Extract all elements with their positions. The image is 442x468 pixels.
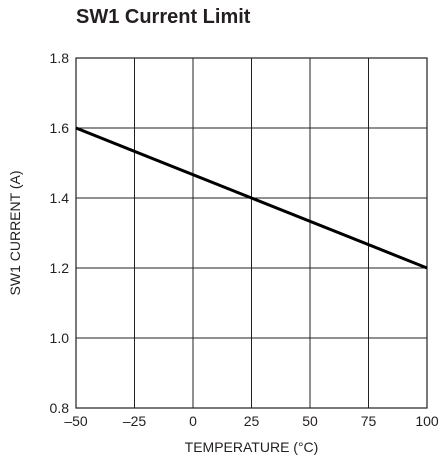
x-tick-label: 50: [302, 413, 318, 429]
chart-title: SW1 Current Limit: [76, 6, 251, 28]
y-tick-label: 1.8: [50, 50, 70, 66]
y-tick-labels: 0.8 1.0 1.2 1.4 1.6 1.8: [50, 50, 70, 416]
y-tick-label: 1.4: [50, 190, 70, 206]
x-tick-label: 0: [189, 413, 197, 429]
y-tick-label: 1.0: [50, 330, 70, 346]
x-tick-label: –25: [123, 413, 147, 429]
x-tick-label: 100: [415, 413, 439, 429]
x-tick-label: –50: [64, 413, 88, 429]
grid: [75, 57, 428, 409]
y-axis-label: SW1 CURRENT (A): [7, 171, 23, 296]
x-tick-label: 25: [244, 413, 260, 429]
y-tick-label: 1.2: [50, 260, 70, 276]
series: [75, 126, 428, 270]
plot-area-frame: [75, 57, 428, 409]
x-tick-labels: –50 –25 0 25 50 75 100: [64, 413, 439, 429]
series-line: [75, 126, 428, 270]
x-axis-label: TEMPERATURE (°C): [185, 439, 319, 455]
y-tick-label: 1.6: [50, 120, 70, 136]
x-tick-label: 75: [361, 413, 377, 429]
y-tick-label: 0.8: [50, 400, 70, 416]
